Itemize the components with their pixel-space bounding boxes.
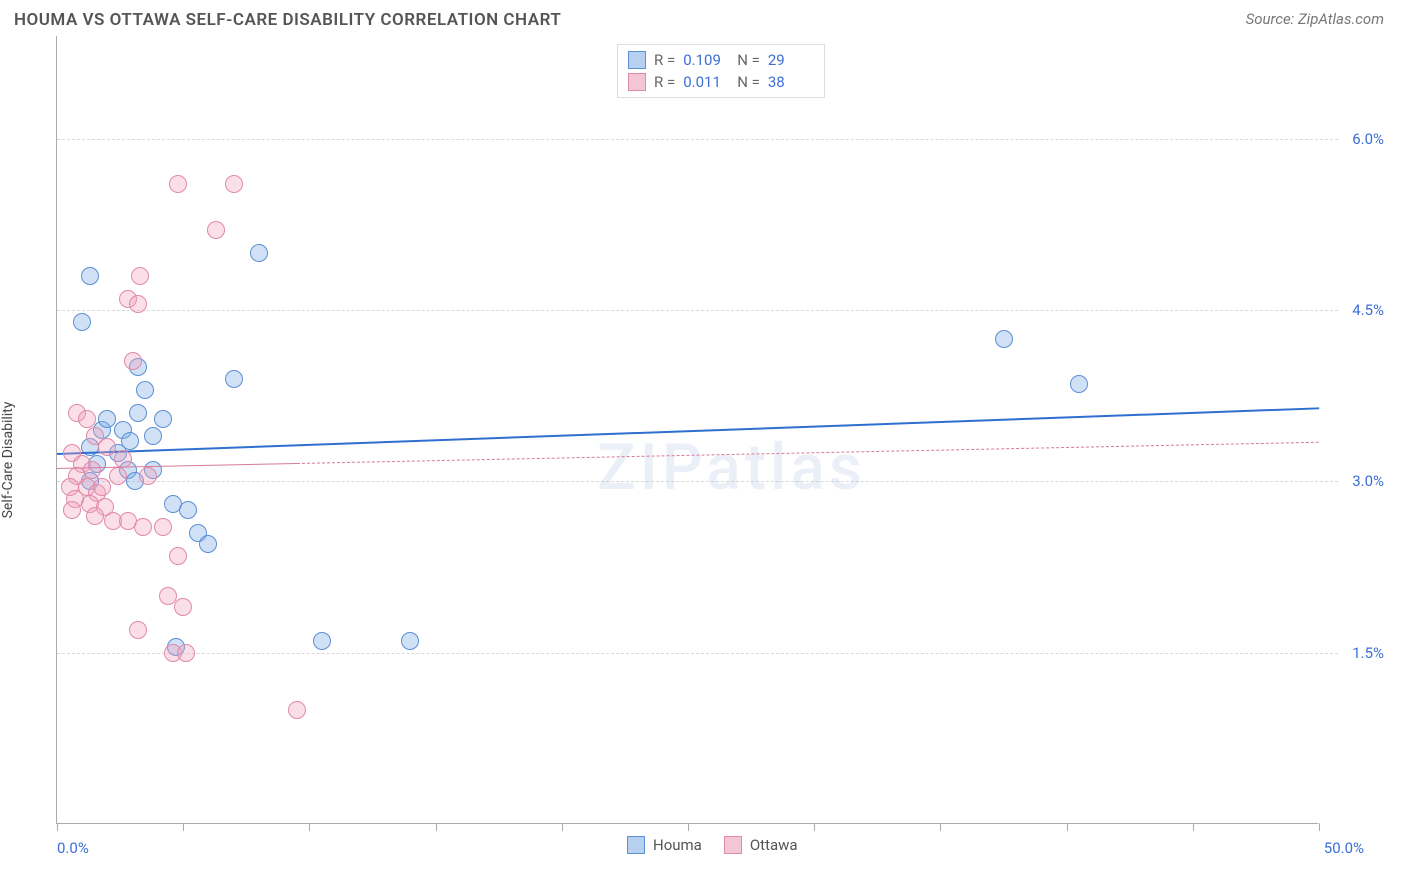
data-point (1070, 375, 1088, 393)
data-point (129, 404, 147, 422)
gridline (57, 310, 1338, 311)
trend-line (297, 441, 1319, 463)
stats-row: R = 0.109 N = 29 (628, 49, 814, 71)
stat-n-value: 38 (768, 73, 814, 91)
data-point (129, 295, 147, 313)
y-tick-label: 6.0% (1324, 130, 1384, 148)
x-tick (814, 823, 815, 831)
data-point (288, 701, 306, 719)
data-point (109, 467, 127, 485)
data-point (169, 175, 187, 193)
x-tick (1193, 823, 1194, 831)
data-point (121, 432, 139, 450)
data-point (98, 410, 116, 428)
data-point (177, 644, 195, 662)
data-point (154, 410, 172, 428)
stat-r-value: 0.011 (683, 73, 729, 91)
data-point (81, 267, 99, 285)
data-point (73, 313, 91, 331)
x-tick (183, 823, 184, 831)
data-point (401, 632, 419, 650)
data-point (313, 632, 331, 650)
chart-title: HOUMA VS OTTAWA SELF-CARE DISABILITY COR… (14, 10, 561, 30)
stat-n-label: N = (737, 73, 760, 91)
data-point (114, 450, 132, 468)
data-point (129, 621, 147, 639)
trend-line (57, 407, 1319, 455)
stat-r-label: R = (654, 51, 675, 69)
legend-label: Houma (653, 836, 702, 854)
stats-legend: R = 0.109 N = 29 R = 0.011 N = 38 (617, 44, 825, 98)
source-label: Source: ZipAtlas.com (1246, 10, 1384, 28)
gridline (57, 139, 1338, 140)
data-point (199, 535, 217, 553)
data-point (154, 518, 172, 536)
data-point (225, 370, 243, 388)
legend-label: Ottawa (750, 836, 798, 854)
gridline (57, 653, 1338, 654)
chart-container: Self-Care Disability 1.5%3.0%4.5%6.0%0.0… (14, 36, 1384, 884)
data-point (136, 381, 154, 399)
data-point (995, 330, 1013, 348)
legend-swatch (627, 836, 645, 854)
data-point (169, 547, 187, 565)
x-tick (940, 823, 941, 831)
legend-swatch (724, 836, 742, 854)
x-tick (57, 823, 58, 831)
stats-row: R = 0.011 N = 38 (628, 71, 814, 93)
x-tick (688, 823, 689, 831)
data-point (207, 221, 225, 239)
y-tick-label: 1.5% (1324, 644, 1384, 662)
data-point (139, 467, 157, 485)
data-point (144, 427, 162, 445)
stat-r-label: R = (654, 73, 675, 91)
data-point (174, 598, 192, 616)
x-max-label: 50.0% (1324, 839, 1364, 857)
data-point (225, 175, 243, 193)
data-point (124, 352, 142, 370)
stat-r-value: 0.109 (683, 51, 729, 69)
data-point (250, 244, 268, 262)
gridline (57, 481, 1338, 482)
y-tick-label: 3.0% (1324, 472, 1384, 490)
x-tick (309, 823, 310, 831)
plot-area: 1.5%3.0%4.5%6.0%0.0%50.0%ZIPatlasR =0.10… (56, 36, 1318, 824)
x-tick (436, 823, 437, 831)
stat-n-value: 29 (768, 51, 814, 69)
y-tick-label: 4.5% (1324, 301, 1384, 319)
x-tick (1319, 823, 1320, 831)
data-point (93, 478, 111, 496)
y-axis-label: Self-Care Disability (0, 402, 16, 519)
x-tick (562, 823, 563, 831)
legend-swatch (628, 73, 646, 91)
data-point (131, 267, 149, 285)
x-min-label: 0.0% (57, 839, 89, 857)
series-legend: Houma Ottawa (627, 836, 798, 854)
data-point (179, 501, 197, 519)
watermark: ZIPatlas (597, 430, 866, 505)
stat-n-label: N = (737, 51, 760, 69)
x-tick (1067, 823, 1068, 831)
data-point (134, 518, 152, 536)
legend-swatch (628, 51, 646, 69)
data-point (86, 507, 104, 525)
legend-item: Houma (627, 836, 702, 854)
data-point (78, 410, 96, 428)
legend-item: Ottawa (724, 836, 798, 854)
data-point (63, 501, 81, 519)
